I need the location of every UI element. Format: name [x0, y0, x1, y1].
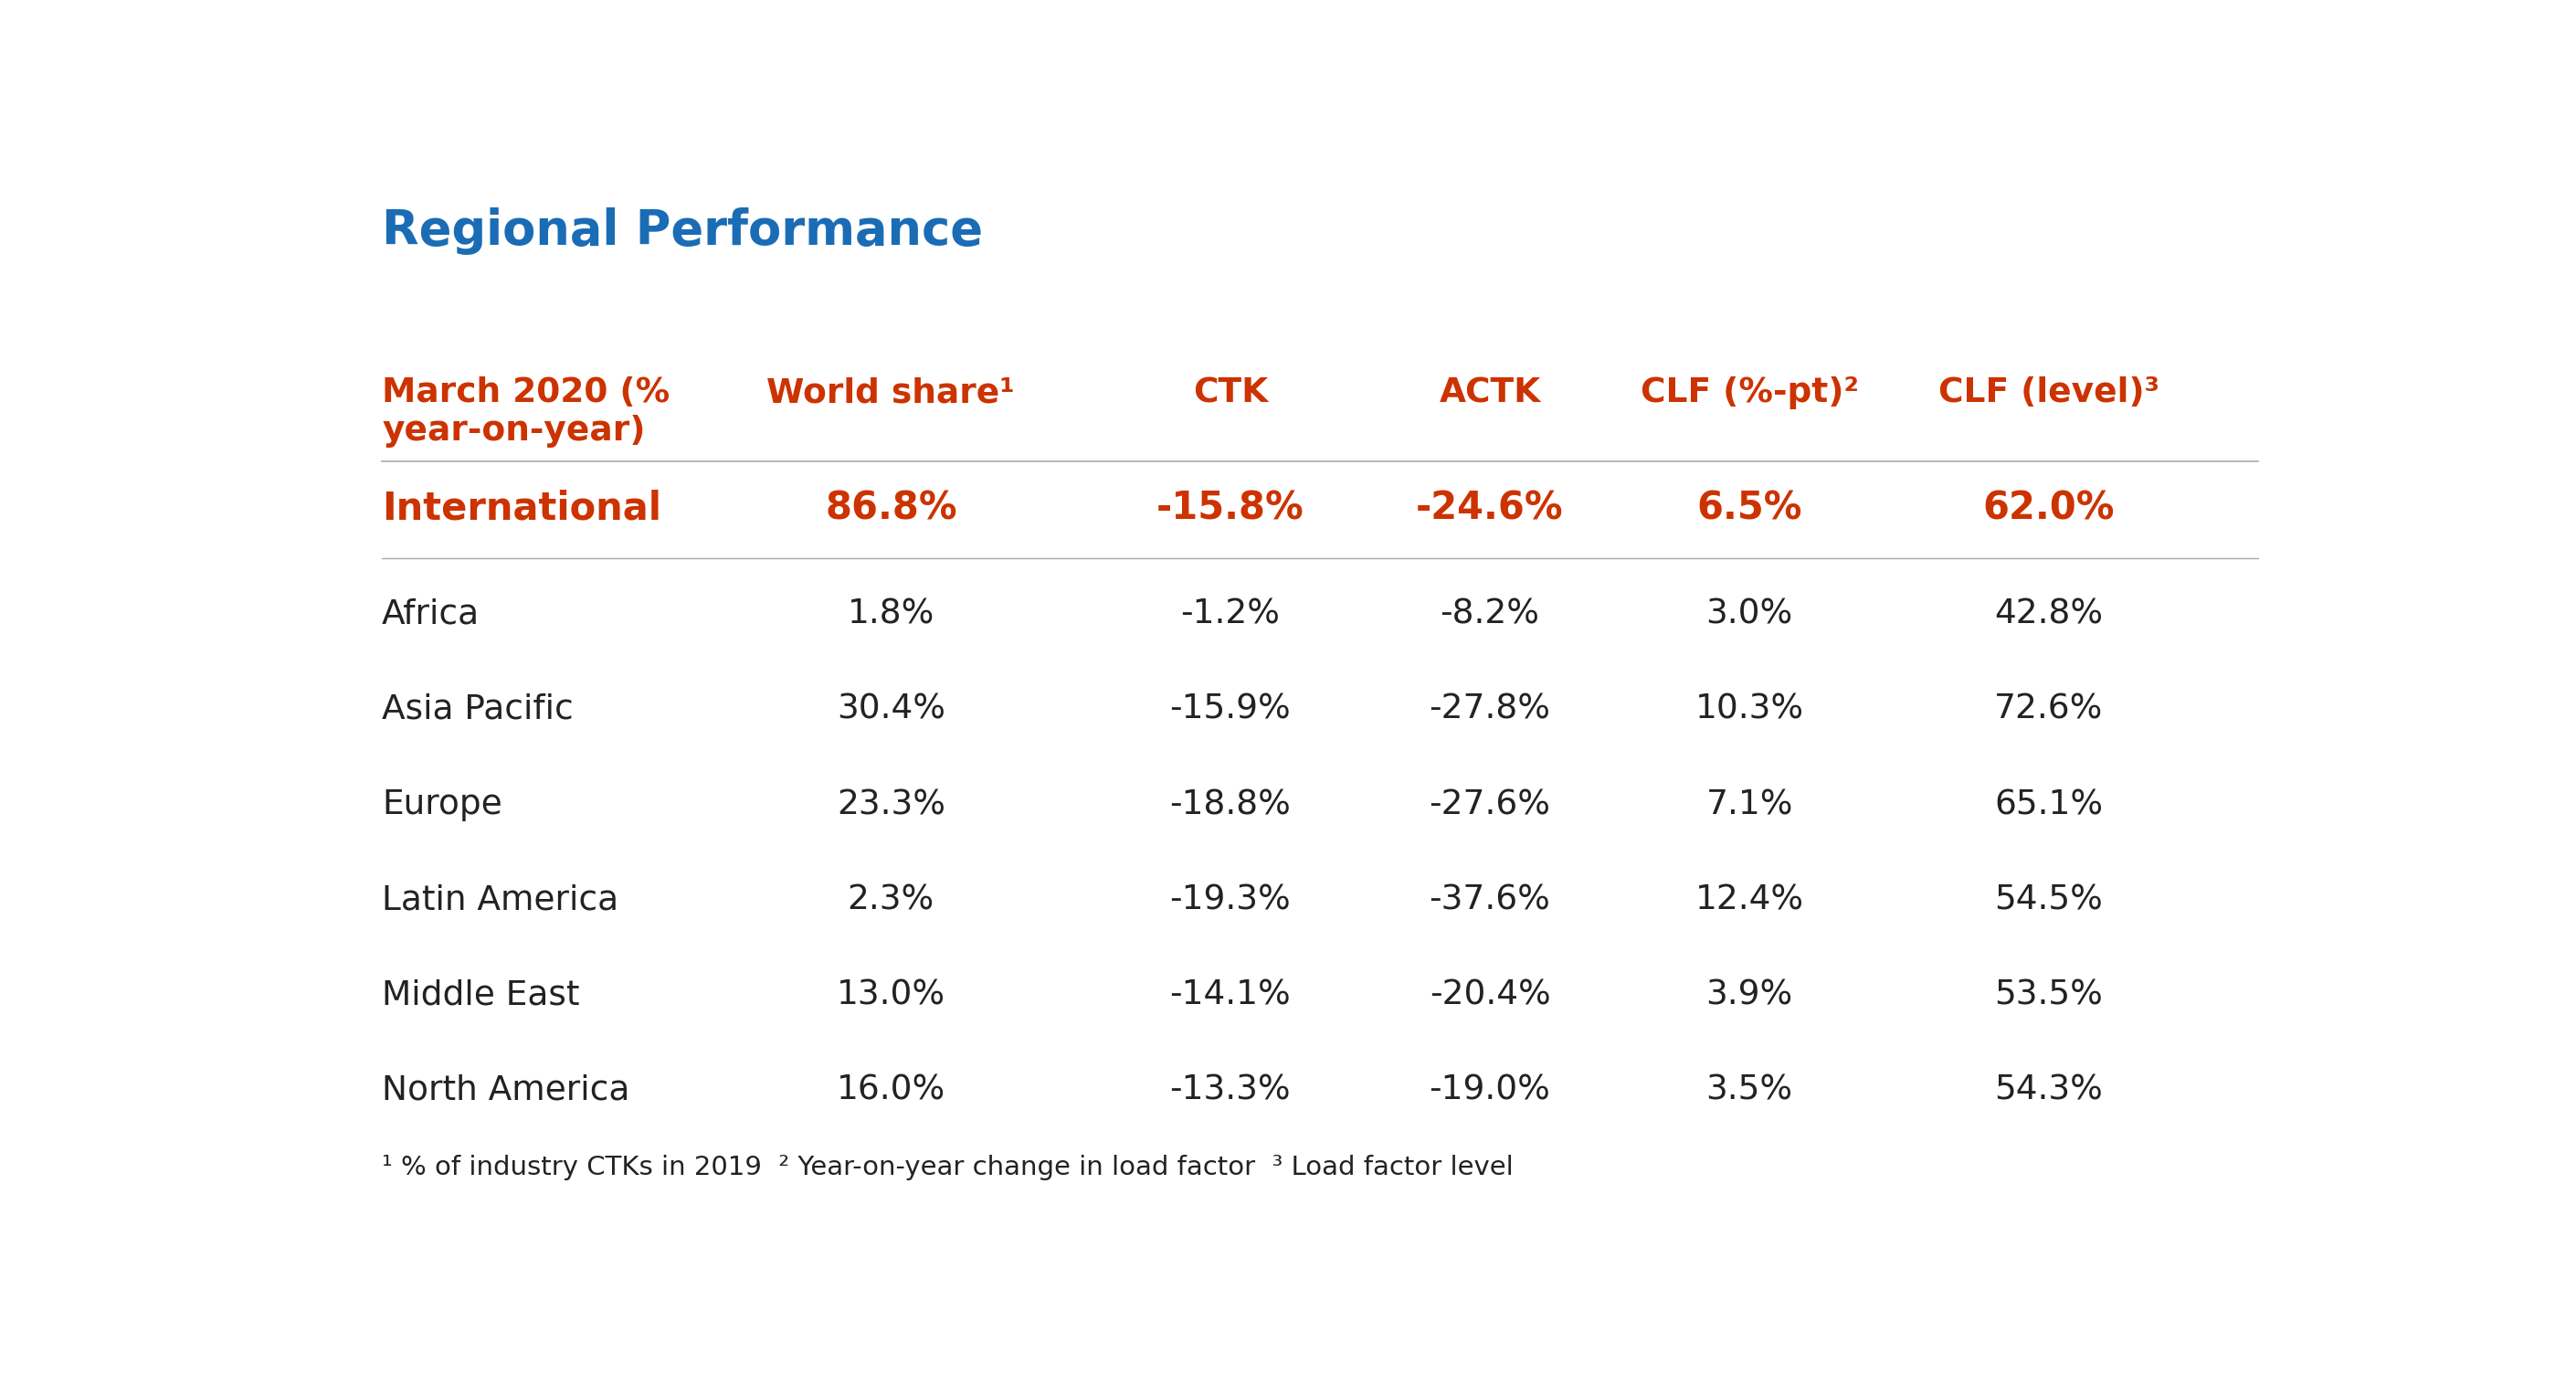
- Text: -24.6%: -24.6%: [1417, 489, 1564, 528]
- Text: 2.3%: 2.3%: [848, 883, 935, 916]
- Text: -15.9%: -15.9%: [1170, 694, 1291, 727]
- Text: 6.5%: 6.5%: [1698, 489, 1803, 528]
- Text: -1.2%: -1.2%: [1180, 598, 1280, 631]
- Text: Africa: Africa: [381, 598, 479, 631]
- Text: International: International: [381, 489, 662, 528]
- Text: 72.6%: 72.6%: [1994, 694, 2105, 727]
- Text: 30.4%: 30.4%: [837, 694, 945, 727]
- Text: ACTK: ACTK: [1440, 376, 1540, 409]
- Text: 62.0%: 62.0%: [1984, 489, 2115, 528]
- Text: 65.1%: 65.1%: [1994, 789, 2102, 822]
- Text: -37.6%: -37.6%: [1430, 883, 1551, 916]
- Text: 54.5%: 54.5%: [1994, 883, 2102, 916]
- Text: 23.3%: 23.3%: [837, 789, 945, 822]
- Text: 16.0%: 16.0%: [837, 1074, 945, 1107]
- Text: -15.8%: -15.8%: [1157, 489, 1303, 528]
- Text: CLF (level)³: CLF (level)³: [1937, 376, 2159, 409]
- Text: Latin America: Latin America: [381, 883, 618, 916]
- Text: World share¹: World share¹: [768, 376, 1015, 409]
- Text: 53.5%: 53.5%: [1994, 978, 2102, 1011]
- Text: -27.6%: -27.6%: [1430, 789, 1551, 822]
- Text: 3.9%: 3.9%: [1705, 978, 1793, 1011]
- Text: 10.3%: 10.3%: [1695, 694, 1803, 727]
- Text: -13.3%: -13.3%: [1170, 1074, 1291, 1107]
- Text: 54.3%: 54.3%: [1994, 1074, 2102, 1107]
- Text: 1.8%: 1.8%: [848, 598, 935, 631]
- Text: 86.8%: 86.8%: [824, 489, 958, 528]
- Text: -14.1%: -14.1%: [1170, 978, 1291, 1011]
- Text: -18.8%: -18.8%: [1170, 789, 1291, 822]
- Text: 3.0%: 3.0%: [1705, 598, 1793, 631]
- Text: -8.2%: -8.2%: [1440, 598, 1540, 631]
- Text: CTK: CTK: [1193, 376, 1267, 409]
- Text: -27.8%: -27.8%: [1430, 694, 1551, 727]
- Text: 3.5%: 3.5%: [1705, 1074, 1793, 1107]
- Text: ¹ % of industry CTKs in 2019  ² Year-on-year change in load factor  ³ Load facto: ¹ % of industry CTKs in 2019 ² Year-on-y…: [381, 1156, 1515, 1180]
- Text: Europe: Europe: [381, 789, 502, 822]
- Text: CLF (%-pt)²: CLF (%-pt)²: [1641, 376, 1860, 409]
- Text: 42.8%: 42.8%: [1994, 598, 2102, 631]
- Text: Asia Pacific: Asia Pacific: [381, 694, 574, 727]
- Text: Regional Performance: Regional Performance: [381, 207, 984, 254]
- Text: March 2020 (%
year-on-year): March 2020 (% year-on-year): [381, 376, 670, 448]
- Text: -19.0%: -19.0%: [1430, 1074, 1551, 1107]
- Text: 7.1%: 7.1%: [1705, 789, 1793, 822]
- Text: 13.0%: 13.0%: [837, 978, 945, 1011]
- Text: Middle East: Middle East: [381, 978, 580, 1011]
- Text: -19.3%: -19.3%: [1170, 883, 1291, 916]
- Text: 12.4%: 12.4%: [1695, 883, 1803, 916]
- Text: -20.4%: -20.4%: [1430, 978, 1551, 1011]
- Text: North America: North America: [381, 1074, 629, 1107]
